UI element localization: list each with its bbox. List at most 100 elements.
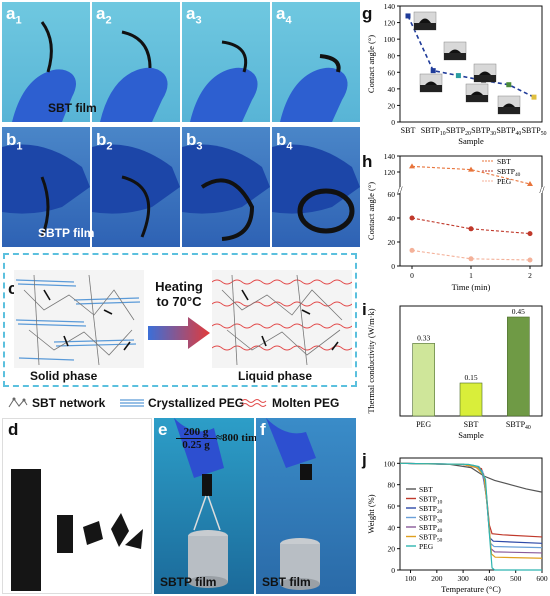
y-tick-label: 20: [388, 545, 396, 554]
y-axis-label: Thermal conductivity (W/m·k): [366, 308, 376, 413]
hand-glove-icon: [12, 21, 76, 122]
y-tick-label: 120: [384, 168, 396, 177]
x-tick-label: SBTP20: [446, 126, 471, 137]
data-point: [527, 257, 533, 263]
inset-droplet: [471, 91, 483, 95]
panel-label-d: d: [8, 420, 19, 439]
x-tick-label: 2: [528, 271, 532, 280]
x-tick-label: 100: [405, 574, 417, 583]
panel-label-b3: b3: [186, 130, 203, 153]
y-tick-label: 120: [384, 19, 396, 28]
inset-droplet: [419, 18, 431, 23]
inset-substrate: [498, 107, 520, 114]
legend-label: SBTP40: [497, 167, 521, 178]
legend-label: SBT: [497, 157, 511, 166]
caption-sbtp-film: SBTP film: [38, 226, 95, 240]
legend-sbt-network: SBT network: [8, 396, 105, 410]
panel-label-j: j: [362, 450, 367, 469]
y-tick-label: 40: [388, 85, 396, 94]
chart-j-tga: 0 20 40 60 80 100 100 200 300 400 500 600 Weight (%)…: [366, 457, 548, 594]
droplet-inset-icon: [473, 63, 497, 83]
y-tick-label: 60: [388, 502, 396, 511]
inset-substrate: [420, 85, 442, 92]
data-point: [409, 163, 415, 169]
photo-d: [2, 418, 152, 594]
photo-b3: [182, 127, 270, 247]
panel-label-h: h: [362, 152, 373, 171]
y-tick-label: 60: [388, 190, 396, 199]
droplet-inset-icon: [465, 83, 489, 103]
x-axis-label: Temperature (°C): [441, 584, 501, 594]
panel-label-a2: a2: [96, 4, 112, 27]
x-tick-label: 1: [469, 271, 473, 280]
y-axis-label: Contact angle (°): [366, 182, 376, 240]
photo-f: [256, 418, 356, 594]
x-tick-label: SBTP10: [421, 126, 446, 137]
series-line: [399, 462, 543, 493]
photo-b4: [272, 127, 360, 247]
plot-frame: [399, 5, 543, 123]
y-tick-label: 0: [391, 262, 395, 271]
hand-glove-icon: [182, 144, 270, 241]
weight-lifting-icon: [174, 418, 228, 588]
panel-label-b1: b1: [6, 130, 23, 153]
y-axis-label: Weight (%): [366, 494, 376, 533]
data-point: [531, 94, 537, 100]
x-tick-label: SBT: [401, 126, 416, 135]
inset-substrate: [474, 75, 496, 82]
film-pieces-icon: [11, 469, 143, 591]
axis-break-mask: [396, 187, 404, 193]
data-point: [527, 231, 533, 237]
panel-label-b4: b4: [276, 130, 293, 153]
photo-a2: [92, 2, 180, 122]
hand-glove-icon: [272, 144, 360, 234]
y-tick-label: 60: [388, 68, 396, 77]
crystal-lines-icon: [120, 399, 144, 407]
legend-label: SBTP50: [419, 533, 443, 544]
panel-c-frame: [3, 253, 357, 387]
weight-icon: [266, 418, 320, 590]
panel-label-a1: a1: [6, 4, 22, 27]
inset-droplet: [425, 81, 437, 85]
data-point: [409, 247, 415, 253]
y-tick-label: 0: [391, 566, 395, 575]
panel-label-g: g: [362, 4, 373, 23]
y-axis-label: Contact angle (°): [366, 35, 376, 93]
y-tick-label: 80: [388, 481, 396, 490]
y-tick-label: 140: [384, 152, 396, 161]
data-point: [506, 82, 512, 88]
x-axis-label: Sample: [458, 430, 484, 440]
solid-phase-diagram: [14, 270, 144, 368]
trend-line: [407, 15, 535, 98]
y-tick-label: 140: [384, 2, 396, 11]
panel-label-b2: b2: [96, 130, 113, 153]
x-tick-label: SBTP40: [506, 420, 531, 431]
axis-break-icon: //: [539, 185, 545, 195]
x-tick-label: 300: [457, 574, 469, 583]
x-tick-label: SBT: [464, 420, 479, 429]
data-point: [430, 68, 436, 74]
x-tick-label: 0: [410, 271, 414, 280]
data-label: 0.33: [417, 333, 430, 342]
panel-label-c: c: [8, 279, 18, 298]
hand-glove-icon: [280, 54, 348, 122]
y-tick-label: 40: [388, 214, 396, 223]
panel-label-i: i: [362, 300, 367, 319]
weight-ratio-value: ≈800 times: [216, 432, 267, 444]
y-tick-label: 80: [388, 52, 396, 61]
droplet-inset-icon: [413, 11, 437, 31]
x-tick-label: SBTP40: [496, 126, 521, 137]
x-tick-label: 400: [484, 574, 496, 583]
droplet-inset-icon: [419, 73, 443, 93]
legend-label: SBTP30: [419, 514, 443, 525]
panel-label-e: e: [158, 420, 168, 439]
legend-label: SBT: [419, 485, 433, 494]
liquid-phase-label: Liquid phase: [238, 369, 313, 383]
bar: [412, 343, 435, 417]
data-label: 0.45: [512, 307, 525, 316]
legend-label: SBTP10: [419, 495, 443, 506]
legend-label: SBTP40: [419, 523, 443, 534]
heating-arrow-icon: [148, 317, 210, 349]
y-tick-label: 20: [388, 101, 396, 110]
plot-frame: [399, 457, 543, 571]
